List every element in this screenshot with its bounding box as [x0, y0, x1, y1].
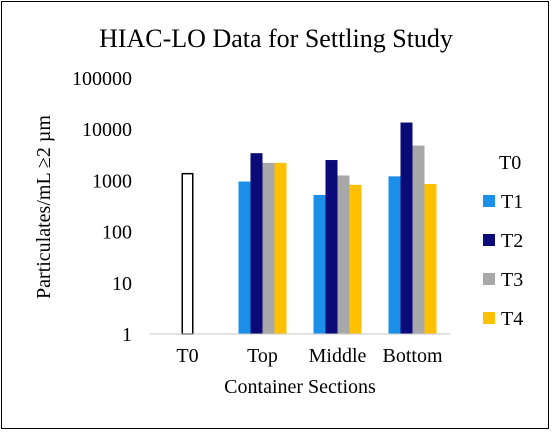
bar-middle-t2 [325, 160, 338, 334]
x-tick-label: Bottom [382, 345, 442, 367]
bar-middle-t3 [337, 175, 350, 334]
y-tick-label: 10 [112, 273, 132, 295]
x-tick-label: T0 [176, 345, 198, 367]
bar-bottom-t3 [412, 145, 425, 334]
x-tick-label: Top [247, 345, 278, 367]
legend-swatch-t1 [483, 195, 495, 207]
legend-swatch-t2 [483, 234, 495, 246]
legend-label-t3: T3 [501, 269, 523, 291]
legend-label-t0: T0 [499, 152, 521, 174]
bar-bottom-t2 [400, 122, 413, 334]
y-tick-label: 10000 [82, 119, 132, 141]
legend-swatch-t3 [483, 273, 495, 285]
x-axis-label: Container Sections [224, 376, 376, 398]
y-axis-label: Particulates/mL ≥2 µm [33, 115, 55, 299]
x-tick-label: Middle [309, 345, 367, 367]
bar-t0-t0 [181, 172, 194, 335]
bar-middle-t4 [349, 184, 362, 334]
legend-label-t2: T2 [501, 230, 523, 252]
y-tick-label: 100000 [72, 68, 132, 90]
legend-label-t4: T4 [501, 308, 523, 330]
legend-swatch-t4 [483, 312, 495, 324]
bar-top-t2 [250, 153, 263, 334]
y-tick-label: 100 [102, 222, 132, 244]
bar-top-t4 [274, 162, 287, 334]
bar-bottom-t4 [424, 184, 437, 334]
chart-title: HIAC-LO Data for Settling Study [99, 24, 453, 53]
y-tick-label: 1000 [92, 170, 132, 192]
bar-top-t3 [262, 162, 275, 334]
bar-top-t1 [238, 181, 251, 334]
legend-label-t1: T1 [501, 191, 523, 213]
bar-middle-t1 [313, 194, 326, 334]
y-tick-label: 1 [122, 324, 132, 346]
bar-bottom-t1 [388, 176, 401, 334]
